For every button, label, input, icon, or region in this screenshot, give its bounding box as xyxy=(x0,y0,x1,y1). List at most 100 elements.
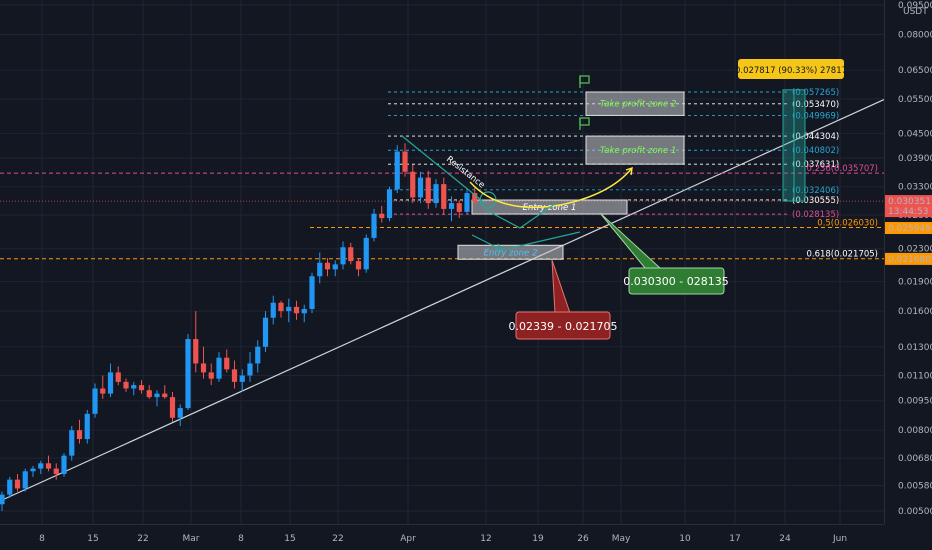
zigzag-arrowhead xyxy=(495,243,504,251)
price-axis[interactable]: 0.095000 0.080000 0.065000 0.055000 0.045000… xyxy=(884,0,932,524)
projection-arrowhead xyxy=(625,166,633,176)
price-tick-label: 0.019000 xyxy=(898,278,932,288)
candle-body xyxy=(76,430,83,440)
fib-level-label: 0.5(0.026030) xyxy=(817,218,878,228)
candle-body xyxy=(239,375,245,382)
projection-curve xyxy=(469,167,633,208)
candle-body xyxy=(224,357,230,370)
candles xyxy=(0,143,478,511)
candle-body xyxy=(169,397,176,418)
time-tick-label: 22 xyxy=(137,534,148,544)
price-tick-label: 0.0050000 xyxy=(898,507,932,517)
price-tick-label: 0.0068000 xyxy=(898,454,932,464)
price-level-label: (0.044304) xyxy=(792,132,839,142)
time-tick-label: Mar xyxy=(183,534,200,544)
candle-body xyxy=(208,372,214,379)
price-tick-label: 0.080000 xyxy=(898,31,932,41)
candle-body xyxy=(262,317,269,347)
candle-body xyxy=(92,388,98,414)
zigzag-path-1 xyxy=(485,202,557,229)
price-tick-label: 0.033000 xyxy=(898,183,932,193)
price-level-label: (0.032406) xyxy=(792,186,839,196)
callout-label-2: 0.02339 - 0.021705 xyxy=(509,320,618,333)
candle-body xyxy=(448,203,455,209)
candle-body xyxy=(410,171,416,198)
time-axis[interactable]: 8 15 22 Mar 8 15 22 Apr 12 19 26 May 10 17 24 Jun xyxy=(0,524,884,545)
zone-box xyxy=(457,244,564,260)
candle-body xyxy=(433,184,439,204)
candle-body xyxy=(231,369,238,382)
time-tick-label: 10 xyxy=(679,534,691,544)
time-tick-label: 15 xyxy=(87,534,98,544)
time-tick-label: 22 xyxy=(332,534,343,544)
candle-body xyxy=(386,189,393,219)
candle-body xyxy=(216,357,222,379)
candle-body xyxy=(402,151,408,172)
resistance-line xyxy=(401,135,487,205)
candle-body xyxy=(363,237,369,270)
candle-body xyxy=(154,393,160,398)
candle-body xyxy=(355,261,362,270)
measure-badge-label: 0.027817 (90.33%) 27817 xyxy=(735,66,847,76)
price-unit-label: USDT xyxy=(903,7,928,17)
measure-badge xyxy=(738,59,844,79)
candle-body xyxy=(464,193,470,212)
price-tick-label: 0.011000 xyxy=(898,372,932,382)
candle-body xyxy=(394,151,400,190)
time-tick-label: Apr xyxy=(400,534,416,544)
price-level-label: (0.053470) xyxy=(792,100,839,110)
candle-body xyxy=(456,203,462,212)
candle-body xyxy=(425,177,431,204)
candle-body xyxy=(30,468,36,472)
candle-body xyxy=(53,468,59,475)
candle-body xyxy=(146,390,152,398)
candle-body xyxy=(0,494,5,505)
price-badge-label: 0.030351 xyxy=(888,197,931,207)
candle-body xyxy=(123,381,129,389)
price-badge-label: 0.025949 xyxy=(888,224,931,234)
time-tick-label: 12 xyxy=(480,534,491,544)
candle-body xyxy=(84,413,90,440)
candle-body xyxy=(14,479,21,489)
horizontal-levels: (0.057265) (0.053470)(0.049969) (0.044304)… xyxy=(0,88,884,260)
zone-label: Take profit zone 1 xyxy=(600,146,676,156)
support-trendline xyxy=(0,99,885,502)
price-tick-label: 0.013000 xyxy=(898,343,932,353)
candle-body xyxy=(138,385,145,391)
zone-box xyxy=(585,135,685,165)
price-level-label: (0.037631) xyxy=(792,160,839,170)
candle-body xyxy=(22,471,28,489)
price-level-label: (0.057265) xyxy=(792,88,839,98)
price-tick-label: 0.065000 xyxy=(898,66,932,76)
time-tick-label: May xyxy=(612,534,631,544)
candle-body xyxy=(348,247,354,262)
price-badge-countdown: 13:44:53 xyxy=(888,207,928,217)
price-tick-label: 0.023000 xyxy=(898,245,932,255)
price-badge xyxy=(885,252,932,265)
time-tick-label: 17 xyxy=(729,534,740,544)
price-tick-label: 0.0058000 xyxy=(898,481,932,491)
candle-body xyxy=(131,385,137,389)
time-tick-label: 19 xyxy=(532,534,544,544)
price-tick-label: 0.045000 xyxy=(898,129,932,139)
candle-body xyxy=(324,262,331,270)
candle-body xyxy=(162,393,168,398)
callout-box-2 xyxy=(515,311,611,340)
price-tick-label: 0.0095000 xyxy=(898,397,932,407)
candle-body xyxy=(255,346,261,364)
zone-label: Entry zone 2 xyxy=(484,248,538,258)
candle-body xyxy=(340,247,346,265)
candle-body xyxy=(379,213,385,219)
price-tick-label: 0.0080000 xyxy=(898,426,932,436)
time-tick-label: Jun xyxy=(832,534,847,544)
time-tick-label: 24 xyxy=(779,534,791,544)
candle-body xyxy=(7,479,13,495)
candle-body xyxy=(177,408,183,418)
callout-label-1: 0.030300 - 028135 xyxy=(623,275,728,288)
price-tick-label: 0.095000 xyxy=(898,1,932,11)
candle-body xyxy=(301,308,307,314)
price-level-label: (0.040802) xyxy=(792,146,839,156)
candle-body xyxy=(69,430,75,456)
